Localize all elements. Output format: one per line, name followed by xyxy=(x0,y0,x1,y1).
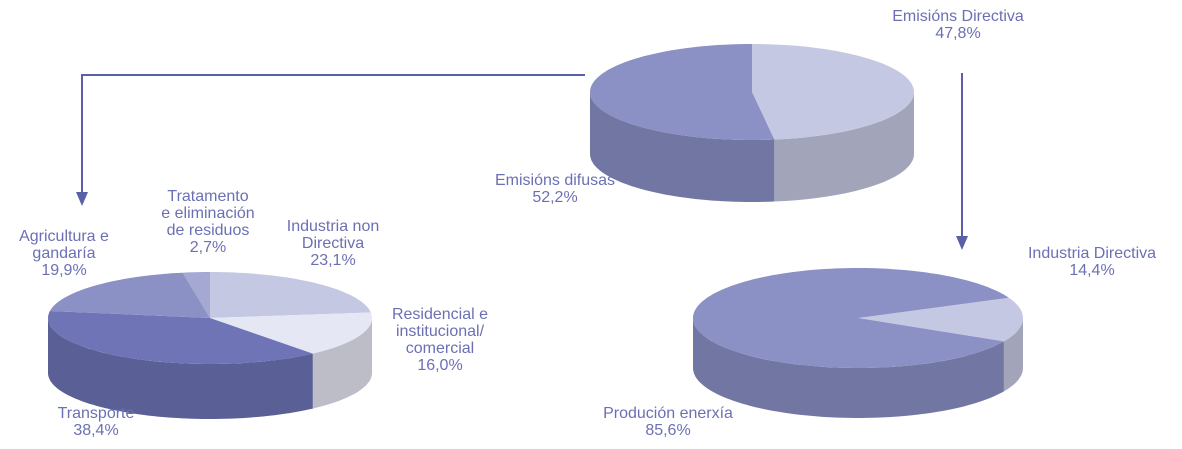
pie-slice xyxy=(182,272,210,318)
pie-slice xyxy=(590,44,775,140)
slice-label: Residencial e institucional/ comercial xyxy=(391,306,489,357)
pie-slices xyxy=(693,268,1023,368)
slice-value-label: 85,6% xyxy=(645,422,691,439)
arrowhead xyxy=(76,192,88,206)
pie-slice xyxy=(210,312,372,354)
slice-label: Emisións difusas xyxy=(494,172,616,189)
pie-side xyxy=(774,92,914,202)
pie-sides xyxy=(48,318,372,419)
slice-label: Produción enerxía xyxy=(603,405,733,422)
slice-value-label: 2,7% xyxy=(189,239,227,256)
pie-sides xyxy=(693,318,1023,418)
pie-side xyxy=(48,318,313,419)
pie-side xyxy=(590,92,775,202)
slice-value-label: 14,4% xyxy=(1069,262,1115,279)
pie-side xyxy=(693,318,1004,418)
pie-side xyxy=(1003,318,1023,392)
slice-value-label: 19,9% xyxy=(41,262,87,279)
pie-sides xyxy=(590,92,914,202)
slice-value-label: 47,8% xyxy=(935,25,981,42)
pie-slice xyxy=(752,44,914,140)
slice-value-label: 16,0% xyxy=(417,357,463,374)
slice-label: Agricultura e gandaría xyxy=(19,228,109,262)
arrowhead xyxy=(956,236,968,250)
pie-slices xyxy=(590,44,914,140)
pie-slice xyxy=(693,268,1009,368)
arrow xyxy=(81,73,963,240)
pie-slice xyxy=(210,272,371,318)
slice-label: Emisións Directiva xyxy=(892,8,1024,25)
slice-label: Transporte xyxy=(57,405,135,422)
pie-slice xyxy=(858,297,1023,342)
pie-slices xyxy=(48,272,372,364)
slice-label: Tratamento e eliminación de residuos xyxy=(161,188,255,239)
pie-slice xyxy=(49,272,211,318)
slice-label: Industria Directiva xyxy=(1027,245,1157,262)
slice-value-label: 38,4% xyxy=(73,422,119,439)
slice-label: Industria non Directiva xyxy=(286,218,380,252)
pie-side xyxy=(312,318,372,409)
pie-slice xyxy=(48,311,313,364)
slice-value-label: 52,2% xyxy=(532,189,578,206)
slice-value-label: 23,1% xyxy=(310,252,356,269)
